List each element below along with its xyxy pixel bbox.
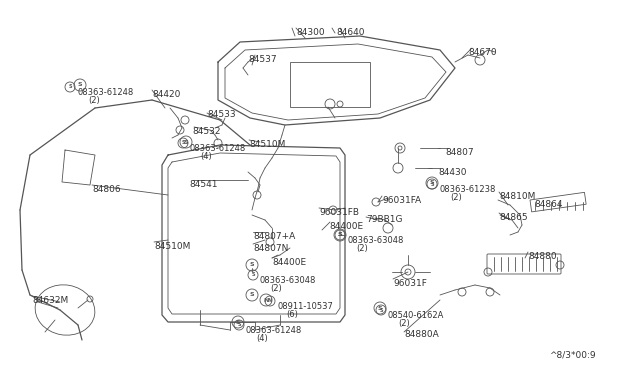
Text: (6): (6) [286, 310, 298, 319]
Text: 84670: 84670 [468, 48, 497, 57]
Text: 84865: 84865 [499, 213, 527, 222]
Text: (2): (2) [270, 284, 282, 293]
Text: ^8/3*00:9: ^8/3*00:9 [549, 350, 596, 359]
Text: 96031F: 96031F [393, 279, 427, 288]
Text: (2): (2) [450, 193, 461, 202]
Text: 84807+A: 84807+A [253, 232, 295, 241]
Text: S: S [250, 263, 254, 267]
Text: 84510M: 84510M [249, 140, 285, 149]
Text: 84400E: 84400E [329, 222, 363, 231]
Text: 84430: 84430 [438, 168, 467, 177]
Text: 08363-61248: 08363-61248 [190, 144, 246, 153]
Text: S: S [77, 83, 83, 87]
Text: (2): (2) [356, 244, 368, 253]
Text: (4): (4) [256, 334, 268, 343]
Text: 08363-61238: 08363-61238 [439, 185, 495, 194]
Text: S: S [338, 232, 342, 237]
Text: S: S [236, 320, 240, 324]
Text: 84400E: 84400E [272, 258, 306, 267]
Text: S: S [378, 305, 382, 311]
Text: 08363-63048: 08363-63048 [260, 276, 316, 285]
Text: 84806: 84806 [92, 185, 120, 194]
Text: S: S [250, 292, 254, 298]
Text: 84810M: 84810M [499, 192, 536, 201]
Text: S: S [380, 308, 383, 312]
Text: 08911-10537: 08911-10537 [277, 302, 333, 311]
Text: 84537: 84537 [248, 55, 276, 64]
Bar [530, 192, 586, 212]
Text: 84807: 84807 [445, 148, 474, 157]
Text: S: S [339, 232, 342, 237]
Text: 08363-61248: 08363-61248 [77, 88, 133, 97]
Text: 96031FB: 96031FB [319, 208, 359, 217]
Text: S: S [184, 140, 188, 144]
Text: 84807N: 84807N [253, 244, 289, 253]
Text: S: S [181, 141, 185, 145]
Text: 84420: 84420 [152, 90, 180, 99]
Text: (2): (2) [398, 319, 410, 328]
Text: N: N [263, 298, 269, 302]
Text: 84533: 84533 [207, 110, 236, 119]
Text: 79BB1G: 79BB1G [366, 215, 403, 224]
Text: S: S [430, 182, 434, 186]
Text: 08540-6162A: 08540-6162A [388, 311, 444, 320]
Text: 84532: 84532 [192, 127, 221, 136]
Bar [290, 62, 370, 107]
Text: 84864: 84864 [534, 200, 563, 209]
Text: 84640: 84640 [336, 28, 365, 37]
Text: S: S [68, 84, 72, 90]
Text: 84541: 84541 [189, 180, 218, 189]
Text: (4): (4) [200, 152, 212, 161]
Text: 08363-63048: 08363-63048 [347, 236, 403, 245]
Text: 84880A: 84880A [404, 330, 439, 339]
Text: S: S [429, 180, 435, 186]
Text: 96031FA: 96031FA [382, 196, 421, 205]
Text: (2): (2) [88, 96, 100, 105]
Text: S: S [252, 273, 255, 278]
Text: 84880: 84880 [528, 252, 557, 261]
Text: 08363-61248: 08363-61248 [246, 326, 302, 335]
Text: N: N [268, 298, 272, 304]
Text: S: S [237, 323, 241, 327]
Text: 84510M: 84510M [154, 242, 190, 251]
Text: 84632M: 84632M [32, 296, 68, 305]
Text: 84300: 84300 [296, 28, 324, 37]
